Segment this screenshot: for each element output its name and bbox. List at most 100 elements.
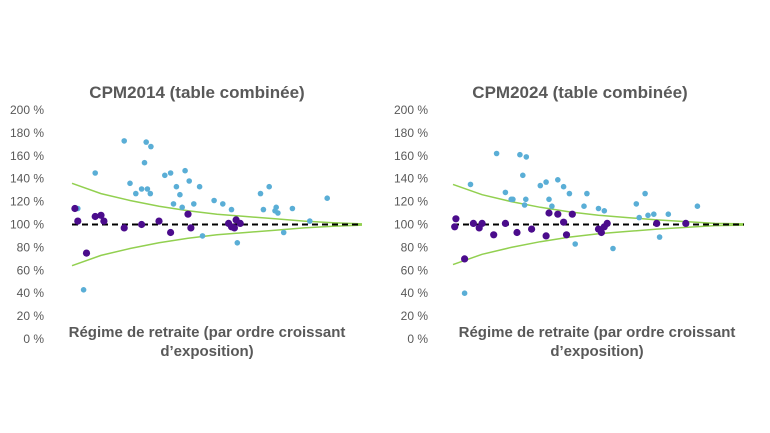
data-point-dark [138,220,146,229]
data-point-dark [554,210,562,218]
y-tick-label: 200 % [394,103,428,117]
data-point-light [324,195,331,201]
data-point-light [196,183,203,190]
data-point-light [651,211,657,217]
data-point-light [633,201,640,207]
data-point-light [289,205,296,212]
data-point-light [138,186,145,192]
x-axis-label-line2: d’exposition) [160,343,253,360]
data-point-light [92,170,98,176]
data-point-light [143,139,149,145]
data-point-light [521,202,528,208]
data-point-light [199,233,206,239]
data-point-light [133,190,139,197]
data-point-dark [562,231,571,239]
data-point-light [546,196,552,203]
data-point-light [502,189,509,196]
y-tick-label: 160 % [394,149,428,163]
data-point-light [220,201,226,207]
data-point-dark [545,209,553,217]
x-axis-label-line2: d’exposition) [550,343,643,360]
y-tick-label: 20 % [401,309,429,323]
data-point-light [595,205,602,212]
data-point-dark [91,212,99,221]
data-point-dark [452,215,460,223]
y-tick-label: 60 % [17,263,45,277]
y-tick-label: 160 % [10,149,44,163]
data-point-light [257,190,264,197]
data-point-light [182,167,188,174]
data-point-dark [236,219,244,227]
data-point-light [642,190,648,197]
data-point-light [147,190,154,197]
data-point-light [510,196,516,203]
data-point-light [280,229,287,236]
data-point-light [520,172,526,179]
data-point-light [549,203,555,209]
data-point-dark [82,249,91,257]
data-point-dark [542,232,550,240]
data-point-light [493,150,500,157]
data-point-dark [597,228,606,237]
y-tick-label: 20 % [17,309,45,323]
data-point-light [266,183,273,190]
data-point-light [537,182,544,189]
data-point-light [636,214,642,221]
data-point-light [167,170,174,176]
data-point-light [601,208,608,214]
chart-title: CPM2014 (table combinée) [89,83,304,102]
data-point-dark [528,225,536,233]
y-tick-label: 0 % [23,332,44,346]
data-point-dark [513,228,521,237]
data-point-dark [184,210,192,218]
y-tick-label: 140 % [10,172,44,186]
y-tick-label: 0 % [407,332,428,346]
data-point-dark [682,219,690,227]
data-point-light [80,287,87,293]
data-point-light [260,206,267,213]
data-point-dark [155,217,163,225]
data-point-light [572,241,578,247]
data-point-light [656,234,663,240]
data-point-light [148,143,154,150]
data-point-light [566,190,573,197]
data-point-dark [167,228,175,237]
data-point-light [645,212,651,219]
data-point-light [127,180,133,187]
x-axis-label-line1: Régime de retraite (par ordre croissant [459,324,736,341]
data-point-dark [100,217,108,225]
data-point-light [275,210,281,216]
data-point-light [234,240,241,246]
data-point-dark [461,255,469,263]
data-point-light [186,178,192,184]
data-point-light [228,206,235,213]
data-point-light [581,203,587,209]
chart-title: CPM2024 (table combinée) [472,83,687,102]
data-point-dark [469,219,477,227]
data-point-light [584,190,590,197]
y-tick-label: 80 % [17,240,45,254]
y-tick-label: 200 % [10,103,44,117]
y-tick-label: 180 % [10,126,44,140]
chart-2: CPM2024 (table combinée) 0 % 20 % 40 % 60 % 8… [394,83,745,360]
data-point-dark [187,224,195,232]
data-point-light [162,172,168,179]
data-point-light [560,183,567,190]
data-point-light [179,204,185,211]
data-point-light [177,191,183,198]
data-point-light [211,197,217,204]
y-tick-label: 100 % [394,218,428,232]
data-point-light [191,201,197,207]
data-point-light [543,179,549,185]
data-point-dark [451,223,459,231]
band-lower-line [71,224,363,267]
data-point-light [144,186,151,192]
data-point-dark [478,219,486,227]
data-point-light [694,203,701,209]
data-point-dark [74,217,82,225]
band-upper-line [452,183,745,225]
y-tick-label: 40 % [17,286,45,300]
data-point-dark [71,204,79,213]
y-tick-label: 140 % [394,172,428,186]
